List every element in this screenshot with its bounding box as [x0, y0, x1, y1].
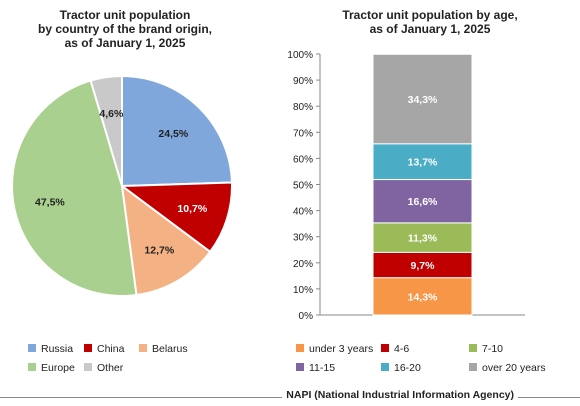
bar-segment-over-20-years	[372, 53, 473, 145]
bar-legend-item-7-10: 7-10	[469, 343, 503, 355]
legend-label: over 20 years	[482, 362, 546, 374]
legend-label: Europe	[41, 362, 75, 374]
pie-legend-item-other: Other	[84, 362, 123, 374]
legend-swatch	[84, 363, 92, 371]
legend-label: 16-20	[394, 362, 421, 374]
legend-label: 11-15	[309, 362, 336, 374]
y-tick-label: 60%	[293, 154, 313, 165]
bar-data-label-16-20: 13,7%	[408, 157, 438, 169]
bar-chart-title: Tractor unit population by age, as of Jan…	[342, 8, 518, 36]
bar-data-label-over-20-years: 34,3%	[408, 94, 438, 106]
pie-slice-belarus	[120, 183, 212, 297]
pie-legend-item-china: China	[84, 343, 124, 355]
pie-chart-title: Tractor unit population by country of the…	[38, 8, 212, 50]
y-tick-label: 30%	[293, 233, 313, 244]
y-tick-label: 0%	[299, 311, 314, 322]
bar-segment-16-20	[372, 143, 473, 181]
legend-label: Belarus	[152, 343, 188, 355]
bar-legend-item-16-20: 16-20	[381, 362, 421, 374]
y-tick-label: 90%	[293, 76, 313, 87]
bar-legend-item-4-6: 4-6	[381, 343, 409, 355]
y-tick-label: 70%	[293, 128, 313, 139]
pie-legend-item-europe: Europe	[28, 362, 75, 374]
bar-data-label-11-15: 16,6%	[408, 196, 438, 208]
legend-label: Russia	[41, 343, 74, 355]
legend-swatch	[381, 344, 389, 352]
legend-swatch	[84, 344, 92, 352]
bar-segment-4-6	[372, 251, 473, 279]
pie-slice-russia	[121, 74, 233, 188]
bar-segment-7-10	[372, 222, 473, 253]
y-tick-label: 40%	[293, 207, 313, 218]
pie-data-label-belarus: 12,7%	[144, 245, 174, 257]
bar-legend-item-11-15: 11-15	[296, 362, 335, 374]
source-note: NAPI (National Industrial Information Ag…	[282, 389, 518, 401]
bar-legend-item-over-20-years: over 20 years	[469, 362, 546, 374]
y-tick-label: 10%	[293, 285, 313, 296]
legend-swatch	[139, 344, 147, 352]
legend-swatch	[469, 344, 477, 352]
pie-slice-china	[119, 181, 233, 254]
legend-label: under 3 years	[309, 343, 374, 355]
legend-swatch	[469, 363, 477, 371]
y-tick-label: 100%	[287, 50, 313, 61]
legend-swatch	[28, 363, 36, 371]
y-tick-label: 80%	[293, 102, 313, 113]
legend-label: Other	[97, 362, 124, 374]
pie-legend-item-belarus: Belarus	[139, 343, 188, 355]
bar-data-label-7-10: 11,3%	[408, 233, 438, 245]
bar-segment-under-3-years	[372, 277, 473, 316]
pie-data-label-china: 10,7%	[177, 203, 207, 215]
legend-label: China	[97, 343, 125, 355]
pie-data-label-other: 4,6%	[99, 108, 124, 120]
legend-swatch	[28, 344, 36, 352]
pie-data-label-russia: 24,5%	[158, 128, 188, 140]
footer: NAPI (National Industrial Information Ag…	[0, 389, 580, 406]
legend-swatch	[381, 363, 389, 371]
legend-label: 4-6	[394, 343, 410, 355]
y-tick-label: 50%	[293, 181, 313, 192]
bar-legend-item-under-3-years: under 3 years	[296, 343, 373, 355]
y-tick-label: 20%	[293, 259, 313, 270]
bar-data-label-4-6: 9,7%	[411, 260, 436, 272]
pie-slice-other	[89, 74, 123, 187]
pie-legend-item-russia: Russia	[28, 343, 73, 355]
bar-segment-11-15	[372, 179, 473, 224]
legend-swatch	[296, 363, 304, 371]
pie-data-label-europe: 47,5%	[35, 196, 65, 208]
legend-swatch	[296, 344, 304, 352]
bar-data-label-under-3-years: 14,3%	[408, 291, 438, 303]
legend-label: 7-10	[482, 343, 504, 355]
pie-slice-europe	[11, 79, 138, 297]
